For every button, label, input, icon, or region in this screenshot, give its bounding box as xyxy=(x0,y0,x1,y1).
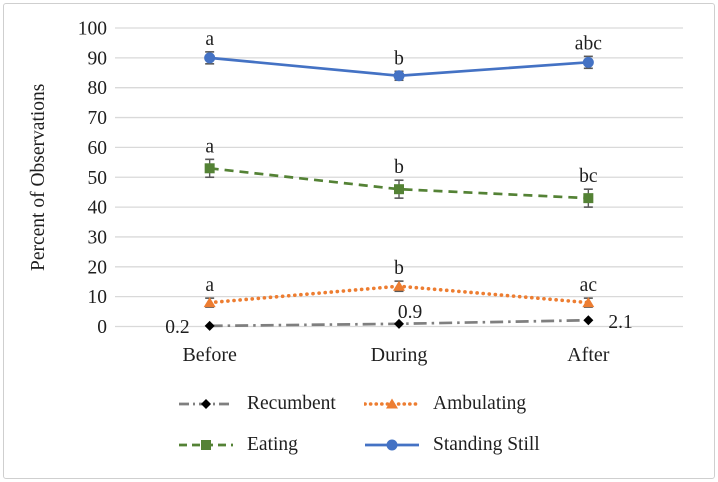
y-tick-label: 80 xyxy=(88,78,108,99)
point-label: 0.9 xyxy=(398,302,422,323)
series-eating: a b bc xyxy=(204,136,598,208)
chart-legend: Recumbent Ambulating Eating Standing Sti… xyxy=(178,393,540,456)
point-label: b xyxy=(394,258,404,279)
y-tick-label: 0 xyxy=(97,317,107,338)
y-tick-label: 90 xyxy=(88,48,108,69)
legend-item-eating: Eating xyxy=(178,434,364,456)
point-label: b xyxy=(394,48,404,69)
legend-label: Recumbent xyxy=(247,393,336,414)
y-tick-label: 60 xyxy=(88,138,108,159)
y-tick-label: 10 xyxy=(88,287,108,308)
x-tick-label-before: Before xyxy=(182,344,237,366)
y-tick-label: 100 xyxy=(78,19,107,40)
y-axis-title: Percent of Observations xyxy=(28,83,49,271)
legend-label: Eating xyxy=(247,434,298,455)
legend-sample-eating-line-icon xyxy=(179,440,233,450)
legend-sample-standing-still-line-icon xyxy=(365,439,419,451)
legend-label: Standing Still xyxy=(433,434,540,455)
point-label: ac xyxy=(580,275,598,296)
point-label: abc xyxy=(575,33,602,54)
point-label: a xyxy=(205,136,214,157)
series-recumbent: 0.2 0.9 2.1 xyxy=(165,302,632,338)
legend-sample-ambulating-line-icon xyxy=(364,398,420,409)
series-standing-still: a b abc xyxy=(204,29,602,82)
series-ambulating: a b ac xyxy=(203,258,598,308)
x-tick-label-during: During xyxy=(370,344,428,366)
legend-label: Ambulating xyxy=(433,393,527,414)
y-tick-label: 20 xyxy=(88,257,108,278)
point-label: 0.2 xyxy=(165,317,189,338)
point-label: a xyxy=(205,275,214,296)
y-tick-label: 50 xyxy=(88,168,108,189)
legend-item-standing-still: Standing Still xyxy=(364,434,540,456)
point-label: 2.1 xyxy=(608,312,632,333)
y-tick-label: 30 xyxy=(88,227,108,248)
point-label: b xyxy=(394,157,404,178)
series-line xyxy=(209,166,589,200)
point-label: a xyxy=(205,29,214,50)
legend-item-ambulating: Ambulating xyxy=(364,393,540,415)
y-tick-label: 40 xyxy=(88,198,108,219)
y-tick-label: 70 xyxy=(88,108,108,129)
point-label: bc xyxy=(579,166,598,187)
x-tick-label-after: After xyxy=(567,344,610,366)
legend-sample-recumbent-line-icon xyxy=(179,399,233,409)
legend-item-recumbent: Recumbent xyxy=(178,393,364,415)
